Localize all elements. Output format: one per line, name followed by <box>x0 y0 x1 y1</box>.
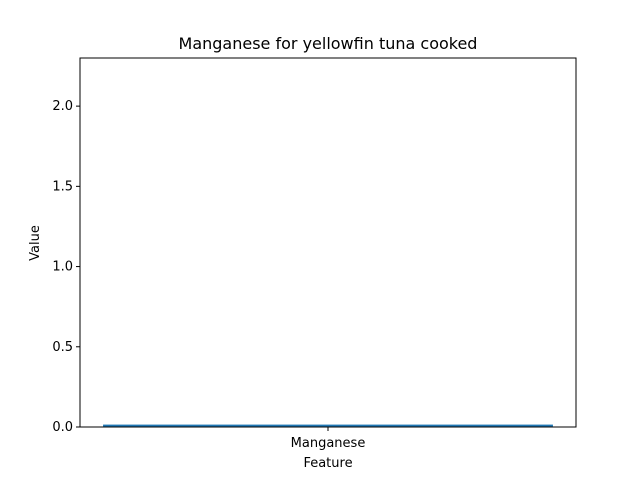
bar-manganese <box>103 424 553 427</box>
x-axis: Manganese <box>291 427 366 451</box>
x-tick-label: Manganese <box>291 436 366 451</box>
y-axis: 0.0 0.5 1.0 1.5 2.0 <box>52 99 80 435</box>
y-tick-label: 1.0 <box>52 260 73 275</box>
y-tick-label: 0.0 <box>52 420 73 435</box>
y-axis-label: Value <box>28 225 43 261</box>
y-tick-label: 1.5 <box>52 179 73 194</box>
x-axis-label: Feature <box>303 456 352 471</box>
chart-title: Manganese for yellowfin tuna cooked <box>179 34 478 53</box>
y-tick-label: 2.0 <box>52 99 73 114</box>
y-tick-label: 0.5 <box>52 340 73 355</box>
bars-group <box>103 424 553 427</box>
